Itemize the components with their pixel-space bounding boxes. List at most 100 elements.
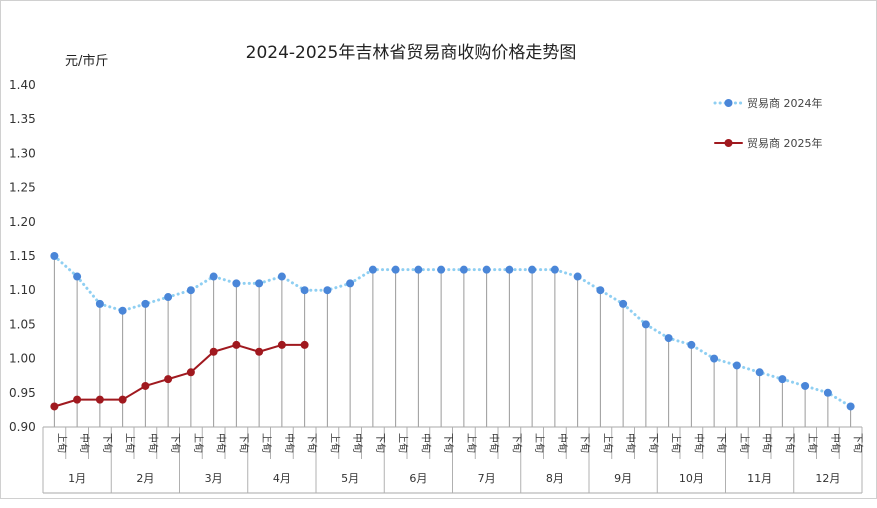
- data-point: [596, 286, 605, 295]
- data-point: [459, 265, 468, 274]
- month-label: 2月: [136, 472, 154, 485]
- data-point: [755, 368, 764, 377]
- data-point: [186, 368, 195, 377]
- x-tick-label: 中旬: [351, 433, 364, 453]
- month-label: 1月: [68, 472, 86, 485]
- data-point: [141, 299, 150, 308]
- data-point: [391, 265, 400, 274]
- y-tick-label: 1.35: [9, 112, 36, 126]
- y-tick-label: 1.10: [9, 283, 36, 297]
- y-tick-label: 1.05: [9, 317, 36, 331]
- x-tick-label: 上旬: [192, 433, 205, 453]
- data-point: [437, 265, 446, 274]
- y-tick-label: 1.40: [9, 78, 36, 92]
- x-tick-label: 上旬: [328, 433, 341, 453]
- x-tick-label: 中旬: [78, 433, 91, 453]
- month-label: 10月: [679, 472, 704, 485]
- data-point: [255, 279, 264, 288]
- x-tick-label: 下旬: [715, 433, 728, 453]
- month-label: 9月: [614, 472, 632, 485]
- x-tick-label: 下旬: [579, 433, 592, 453]
- data-point: [73, 395, 82, 404]
- legend-label: 贸易商 2024年: [747, 96, 823, 110]
- data-point: [277, 340, 286, 349]
- x-tick-label: 下旬: [647, 433, 660, 453]
- data-point: [823, 388, 832, 397]
- month-label: 7月: [478, 472, 496, 485]
- x-tick-label: 下旬: [306, 433, 319, 453]
- data-point: [414, 265, 423, 274]
- data-point: [528, 265, 537, 274]
- x-tick-label: 中旬: [488, 433, 501, 453]
- data-point: [550, 265, 559, 274]
- x-tick-label: 下旬: [783, 433, 796, 453]
- data-point: [118, 306, 127, 315]
- series-line: [53, 343, 306, 408]
- data-point: [232, 340, 241, 349]
- x-tick-label: 中旬: [215, 433, 228, 453]
- month-label: 5月: [341, 472, 359, 485]
- axes: 0.90 0.95 1.00 1.05 1.10 1.15 1.20 1.25 1.30 1.35…: [9, 78, 865, 494]
- x-tick-label: 上旬: [670, 433, 683, 453]
- month-label: 6月: [409, 472, 427, 485]
- x-tick-label: 中旬: [692, 433, 705, 453]
- x-tick-label: 上旬: [738, 433, 751, 453]
- x-tick-label: 上旬: [465, 433, 478, 453]
- data-point: [300, 340, 309, 349]
- data-point: [482, 265, 491, 274]
- x-tick-label: 中旬: [556, 433, 569, 453]
- x-tick-label: 中旬: [624, 433, 637, 453]
- data-point: [846, 402, 855, 411]
- data-point: [778, 375, 787, 384]
- x-tick-label: 中旬: [419, 433, 432, 453]
- x-tick-label: 下旬: [169, 433, 182, 453]
- data-point: [50, 252, 59, 260]
- legend-marker: [724, 99, 733, 107]
- data-point: [164, 293, 173, 302]
- x-tick-label: 中旬: [761, 433, 774, 453]
- legend-label: 贸易商 2025年: [747, 136, 823, 150]
- data-point: [141, 381, 150, 390]
- month-label: 12月: [815, 472, 840, 485]
- x-tick-label: 上旬: [397, 433, 410, 453]
- y-tick-label: 1.30: [9, 146, 36, 160]
- series-layer: [50, 252, 855, 411]
- data-point: [255, 347, 264, 356]
- y-axis-unit: 元/市斤: [65, 53, 108, 69]
- x-tick-label: 上旬: [533, 433, 546, 453]
- data-point: [73, 272, 82, 281]
- y-tick-label: 1.15: [9, 249, 36, 263]
- month-label: 3月: [205, 472, 223, 485]
- data-point: [300, 286, 309, 295]
- data-point: [95, 299, 104, 308]
- data-point: [164, 375, 173, 384]
- data-point: [209, 347, 218, 356]
- x-tick-label: 下旬: [442, 433, 455, 453]
- chart-title: 2024-2025年吉林省贸易商收购价格走势图: [246, 43, 577, 63]
- month-label: 11月: [747, 472, 772, 485]
- data-point: [232, 279, 241, 288]
- x-tick-label: 中旬: [283, 433, 296, 453]
- data-point: [50, 402, 59, 411]
- data-point: [619, 299, 628, 308]
- x-tick-label: 上旬: [55, 433, 68, 453]
- data-point: [573, 272, 582, 281]
- data-point: [186, 286, 195, 295]
- data-point: [346, 279, 355, 288]
- data-point: [687, 340, 696, 349]
- month-label: 8月: [546, 472, 564, 485]
- series-line: [52, 254, 853, 408]
- y-tick-label: 1.00: [9, 352, 36, 366]
- data-point: [277, 272, 286, 281]
- data-point: [118, 395, 127, 404]
- data-point: [641, 320, 650, 329]
- data-point: [732, 361, 741, 370]
- x-tick-label: 下旬: [510, 433, 523, 453]
- data-point: [95, 395, 104, 404]
- y-tick-label: 0.90: [9, 420, 36, 434]
- x-tick-label: 上旬: [124, 433, 137, 453]
- data-point: [710, 354, 719, 363]
- data-point: [505, 265, 514, 274]
